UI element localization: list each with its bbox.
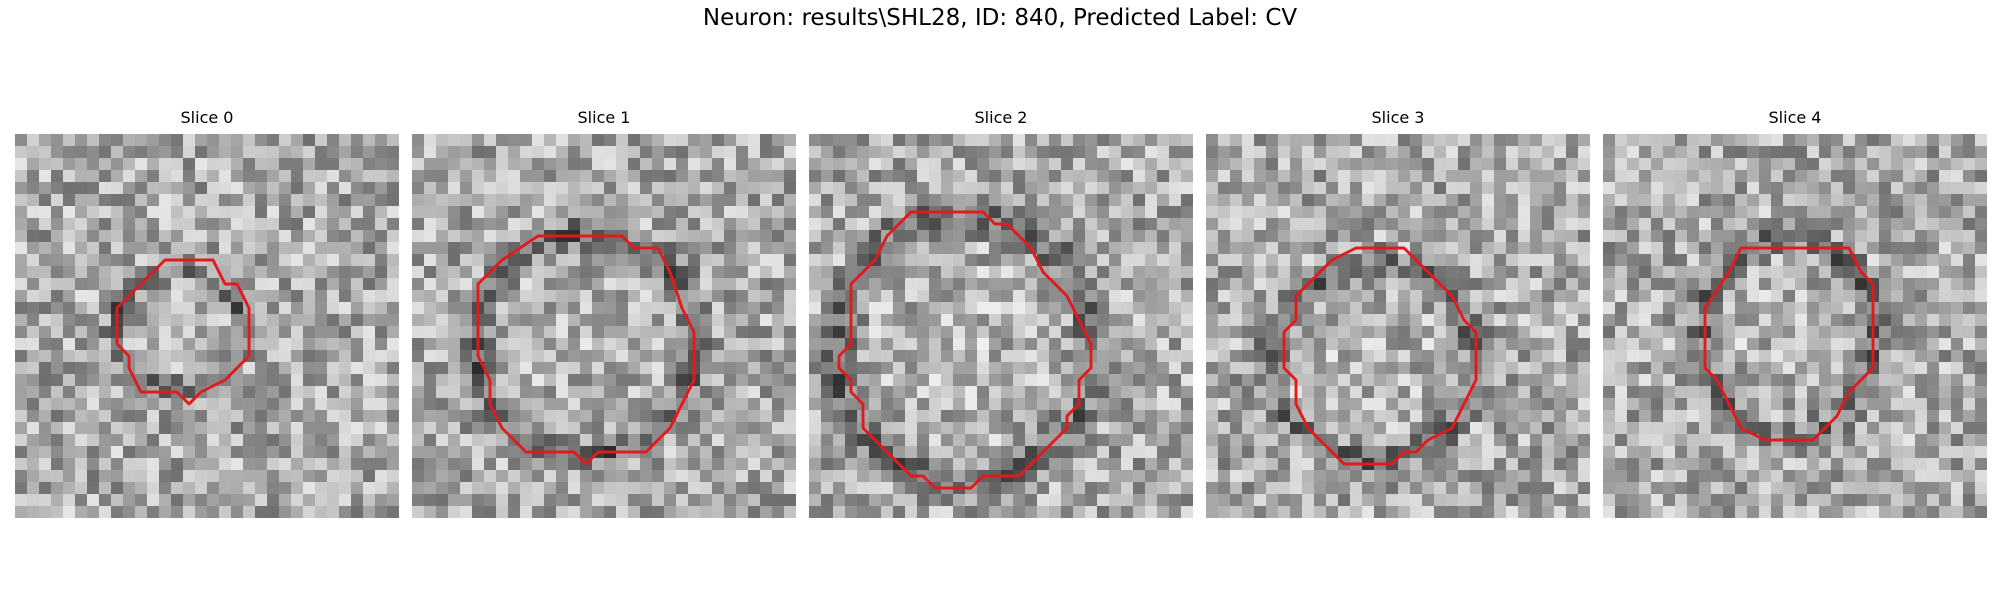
- roi-contour: [1282, 246, 1478, 466]
- pixel-grid: [15, 134, 399, 518]
- roi-contour: [1703, 246, 1875, 442]
- slice-title: Slice 3: [1371, 108, 1425, 127]
- slice-image: [15, 134, 399, 518]
- slice-image: [412, 134, 796, 518]
- pixel-grid: [1206, 134, 1590, 518]
- slice-title: Slice 1: [577, 108, 631, 127]
- slice-image: [1603, 134, 1987, 518]
- pixel-grid: [1603, 134, 1987, 518]
- roi-contour: [476, 234, 696, 466]
- figure-title: Neuron: results\SHL28, ID: 840, Predicte…: [702, 5, 1298, 31]
- slice-title: Slice 2: [974, 108, 1028, 127]
- roi-contour: [837, 210, 1093, 490]
- roi-contour: [115, 258, 251, 406]
- slice-image: [809, 134, 1193, 518]
- slice-image: [1206, 134, 1590, 518]
- pixel-grid: [809, 134, 1193, 518]
- pixel-grid: [412, 134, 796, 518]
- slice-title: Slice 4: [1768, 108, 1822, 127]
- slice-title: Slice 0: [180, 108, 234, 127]
